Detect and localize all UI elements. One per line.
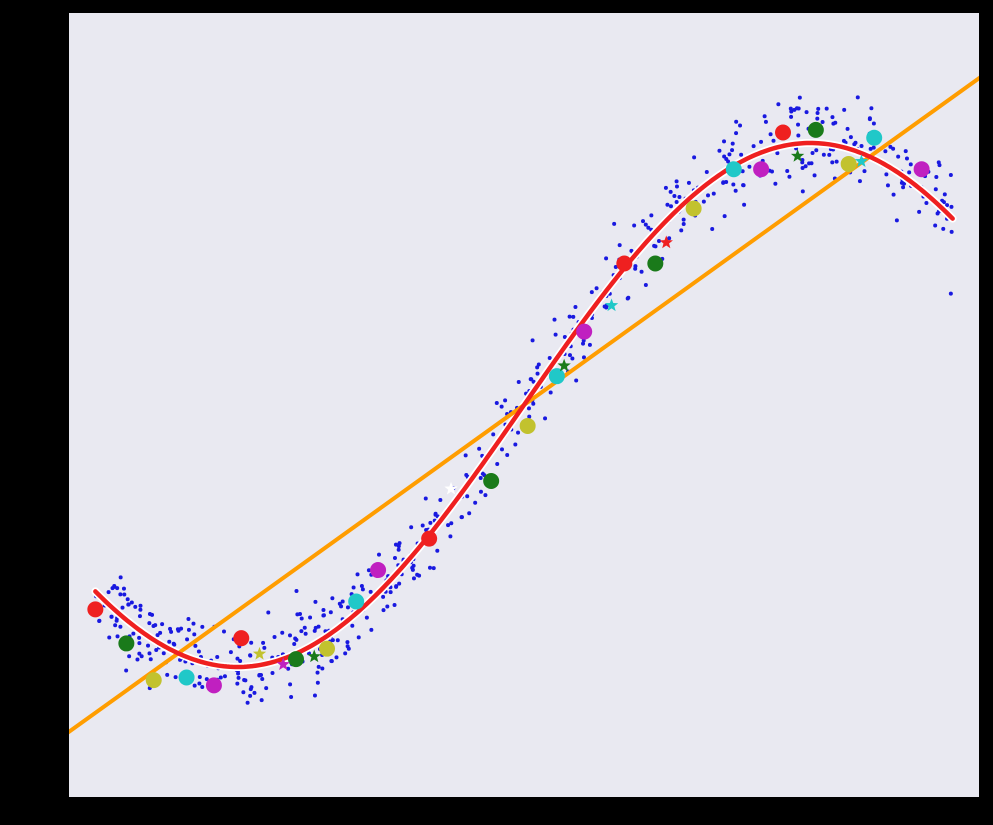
- ytick-mark: [64, 405, 68, 406]
- xtick-mark: [706, 798, 707, 802]
- xtick-label: 2: [885, 805, 893, 819]
- xtick-label: −2: [150, 805, 168, 819]
- xtick-mark: [341, 798, 342, 802]
- xtick-label: −1: [333, 805, 351, 819]
- ytick-label: 0.0: [39, 398, 58, 412]
- xtick-label: 0: [520, 805, 528, 819]
- ytick-mark: [64, 536, 68, 537]
- spine-right: [979, 12, 980, 798]
- plot-svg: [0, 0, 993, 825]
- ytick-label: 0.5: [39, 267, 58, 281]
- star-markers: [253, 149, 868, 670]
- red-curve: [95, 143, 952, 667]
- ytick-label: −1.5: [29, 791, 58, 805]
- big-dots: [87, 122, 929, 693]
- spine-top: [68, 12, 980, 13]
- ytick-label: −1.0: [29, 660, 58, 674]
- ytick-mark: [64, 143, 68, 144]
- ytick-label: 1.5: [39, 5, 58, 19]
- xtick-mark: [159, 798, 160, 802]
- chart-figure: −2 −1 0 1 2 −1.5 −1.0 −0.5 0.0 0.5 1.0 1.5: [0, 0, 993, 825]
- ytick-label: 1.0: [39, 136, 58, 150]
- spine-left: [68, 12, 69, 798]
- ytick-mark: [64, 274, 68, 275]
- ytick-label: −0.5: [29, 529, 58, 543]
- xtick-mark: [888, 798, 889, 802]
- ytick-mark: [64, 12, 68, 13]
- ytick-mark: [64, 798, 68, 799]
- ytick-mark: [64, 667, 68, 668]
- xtick-label: 1: [703, 805, 711, 819]
- xtick-mark: [524, 798, 525, 802]
